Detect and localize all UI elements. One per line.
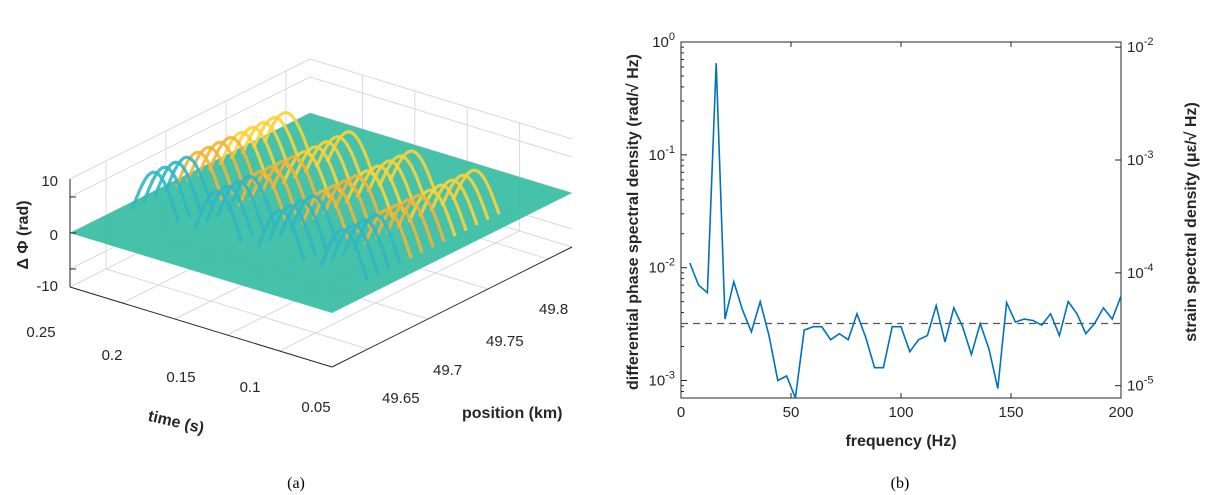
tick-marks: [680, 41, 1122, 399]
z-tick-label: 10: [41, 173, 58, 190]
spectral-density-series: [689, 63, 1121, 398]
z-axis-label: Δ Φ (rad): [15, 200, 32, 269]
x-tick-label: 150: [998, 404, 1023, 421]
surface-axes: [69, 179, 573, 368]
time-axis-line: [69, 286, 333, 368]
position-tick-label: 49.65: [382, 390, 420, 407]
position-axis-line: [331, 246, 573, 368]
svg-text:100: 100: [652, 31, 675, 51]
svg-text:10-2: 10-2: [1127, 36, 1153, 56]
grid-line: [105, 268, 369, 350]
plot-area: [680, 41, 1122, 399]
surface-ridge: [330, 223, 380, 276]
y-left-tick-label: 10-1: [649, 144, 675, 164]
surface-ridge: [267, 204, 317, 256]
surface-plot-panel: 10 0 -10 0.25 0.2 0.15 0.1 0.05 49.65 49…: [15, 58, 573, 492]
svg-text:10-1: 10-1: [649, 144, 675, 164]
surface-plane: [70, 113, 572, 313]
grid-line: [309, 58, 573, 140]
svg-text:10-2: 10-2: [649, 257, 675, 277]
grid-line: [279, 230, 520, 352]
spectral-density-panel: 0 50 100 150 200 100 10-1 10-2 10-3 10-2…: [625, 31, 1200, 492]
y-right-axis-label: strain spectral density (με/√ Hz): [1183, 102, 1200, 342]
position-tick-label: 49.7: [433, 362, 462, 379]
x-tick-label: 100: [888, 404, 913, 421]
svg-text:10-3: 10-3: [649, 370, 675, 390]
y-right-tick-label: 10-2: [1127, 36, 1153, 56]
position-axis-label: position (km): [462, 405, 562, 422]
y-right-tick-label: 10-5: [1127, 375, 1153, 395]
x-tick-label: 200: [1108, 404, 1133, 421]
time-axis-label: time (s): [146, 408, 205, 437]
surface-ridge: [130, 170, 181, 224]
y-right-tick-label: 10-3: [1127, 149, 1153, 169]
grid-line: [69, 58, 311, 180]
surface-ridge: [256, 208, 306, 262]
position-tick-label: 49.8: [539, 301, 568, 318]
caption-a: (a): [287, 475, 305, 492]
time-tick-label: 0.25: [26, 324, 55, 341]
z-tick-label: 0: [50, 227, 58, 244]
y-left-tick-label: 10-2: [649, 257, 675, 277]
time-tick-label: 0.1: [240, 379, 261, 396]
y-left-tick-label: 10-3: [649, 370, 675, 390]
grid-line: [309, 76, 573, 158]
time-tick-label: 0.05: [301, 399, 330, 416]
svg-text:10-3: 10-3: [1127, 149, 1153, 169]
x-tick-label: 0: [677, 404, 685, 421]
surface-ridge: [141, 165, 192, 218]
y-left-axis-label: differential phase spectral density (rad…: [625, 54, 642, 390]
position-tick-label: 49.75: [486, 333, 524, 350]
x-tick-label: 50: [783, 404, 800, 421]
grid-line: [69, 76, 311, 198]
caption-b: (b): [891, 475, 910, 492]
time-tick-label: 0.15: [166, 369, 195, 386]
svg-text:10-5: 10-5: [1127, 375, 1153, 395]
time-tick-label: 0.2: [102, 347, 123, 364]
phase-surface: [70, 110, 572, 313]
svg-text:10-4: 10-4: [1127, 262, 1153, 282]
x-axis-label: frequency (Hz): [845, 433, 956, 450]
y-right-tick-label: 10-4: [1127, 262, 1153, 282]
surface-ridge: [193, 189, 243, 243]
y-left-tick-label: 100: [652, 31, 675, 51]
z-tick-label: -10: [36, 278, 58, 295]
surface-ridge: [319, 228, 369, 281]
surface-ridge: [204, 184, 254, 237]
